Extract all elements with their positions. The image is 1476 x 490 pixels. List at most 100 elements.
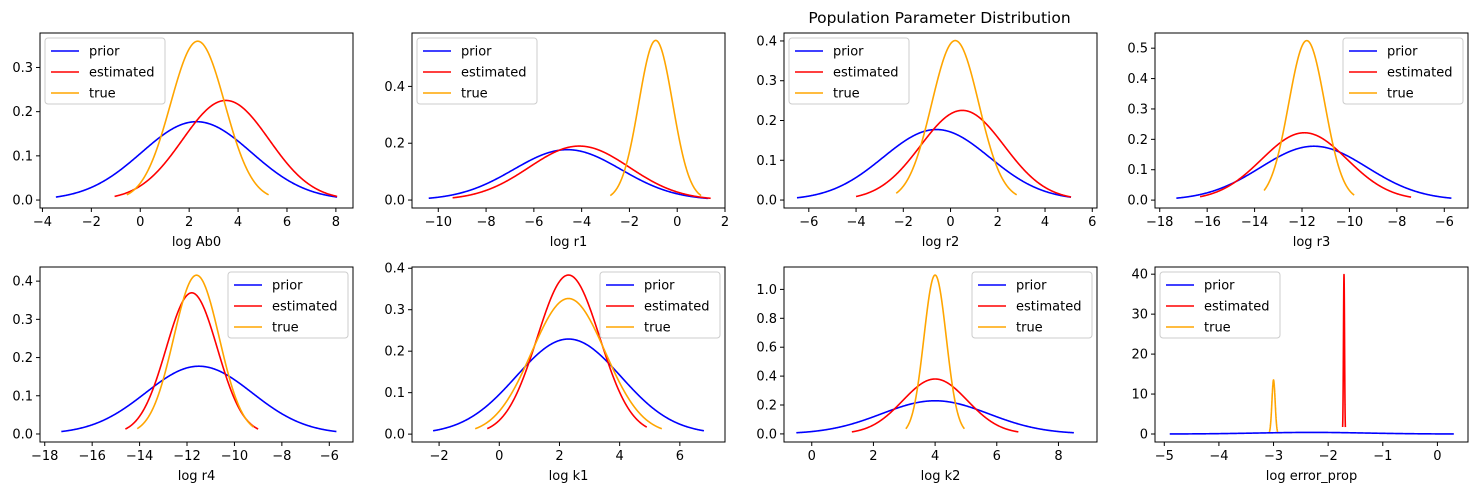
series-line-estimated [851, 378, 1019, 433]
legend-label-estimated: estimated [1387, 66, 1452, 81]
y-tick-label: 0.2 [384, 137, 405, 152]
series-line-prior [796, 399, 1075, 434]
legend-label-estimated: estimated [644, 300, 709, 315]
x-tick-label: −10 [1336, 215, 1363, 230]
series-line-estimated [1199, 131, 1412, 198]
x-tick-label: 4 [234, 215, 242, 230]
legend-label-estimated: estimated [1204, 300, 1269, 315]
legend: prior estimated true [788, 37, 910, 105]
series-line-true [474, 297, 663, 430]
series-line-prior [61, 365, 337, 433]
series-line-estimated [124, 292, 259, 430]
legend: prior estimated true [227, 271, 349, 339]
y-tick-label: 40 [1131, 268, 1148, 283]
y-tick-label: 0.3 [12, 61, 33, 76]
x-tick-label: −6 [524, 215, 543, 230]
x-tick-label: −5 [1155, 449, 1174, 464]
legend: prior estimated true [416, 37, 538, 105]
x-axis-label: log k1 [549, 469, 589, 484]
legend-label-prior: prior [1016, 279, 1047, 294]
axes-frame [411, 266, 726, 443]
series-line-true [1268, 379, 1279, 433]
subplot-grid: −4 −2 0 2 4 6 8 0.0 0.1 0.2 0.3 log Ab0 prior estimat… [12, 32, 1469, 484]
x-axis-label: log r4 [178, 469, 216, 484]
x-tick-label: 4 [616, 449, 624, 464]
legend-label-true: true [272, 321, 299, 336]
x-tick-label: −2 [1319, 449, 1338, 464]
x-axis-label: log k2 [921, 469, 961, 484]
x-tick-label: −3 [1264, 449, 1283, 464]
x-axis-label: log r3 [1293, 235, 1331, 250]
axes-frame [1154, 266, 1469, 443]
x-tick-label: −2 [894, 215, 913, 230]
y-tick-label: 0.0 [384, 194, 405, 209]
x-tick-label: 2 [185, 215, 193, 230]
x-tick-label: 2 [721, 215, 729, 230]
series-line-estimated [114, 99, 338, 198]
y-tick-label: 0.4 [384, 80, 405, 95]
y-tick-label: 0.4 [1127, 72, 1148, 87]
figure-title: Population Parameter Distribution [808, 9, 1070, 27]
x-tick-label: 2 [869, 449, 877, 464]
axes-frame [783, 32, 1098, 209]
y-tick-label: 0.0 [12, 194, 33, 209]
legend-label-true: true [1387, 87, 1414, 102]
y-tick-label: 0.2 [756, 114, 777, 129]
axes-frame [39, 266, 354, 443]
y-tick-label: 0.8 [756, 312, 777, 327]
y-tick-label: 0.1 [12, 149, 33, 164]
y-tick-label: 0.4 [384, 262, 405, 277]
series-line-true [136, 274, 255, 430]
x-tick-label: 0 [1433, 449, 1441, 464]
legend-label-true: true [644, 321, 671, 336]
x-tick-label: −2 [620, 215, 639, 230]
x-tick-label: −6 [1435, 215, 1454, 230]
legend-label-estimated: estimated [833, 66, 898, 81]
legend-label-prior: prior [1387, 45, 1418, 60]
x-tick-label: 6 [1088, 215, 1096, 230]
legend: prior estimated true [1159, 271, 1281, 339]
series-line-estimated [855, 109, 1072, 198]
legend-label-true: true [1016, 321, 1043, 336]
y-tick-label: 30 [1131, 308, 1148, 323]
x-axis-label: log r1 [550, 235, 588, 250]
x-tick-label: −6 [799, 215, 818, 230]
legend-label-estimated: estimated [1016, 300, 1081, 315]
x-tick-label: −2 [430, 449, 449, 464]
subplot-log-k1: −2 0 2 4 6 0.0 0.1 0.2 0.3 0.4 log k1 prior estimate… [384, 262, 726, 484]
y-tick-label: 0.1 [384, 386, 405, 401]
subplot-log-r4: −18 −16 −14 −12 −10 −8 −6 0.0 0.1 0.2 0.3 0.4 log r4… [12, 266, 354, 484]
y-tick-label: 0.1 [1127, 163, 1148, 178]
y-tick-label: 0.2 [12, 351, 33, 366]
series-line-estimated [452, 145, 712, 200]
x-tick-label: −4 [1209, 449, 1228, 464]
x-tick-label: 6 [283, 215, 291, 230]
y-tick-label: 0.4 [12, 275, 33, 290]
y-tick-label: 1.0 [756, 283, 777, 298]
x-tick-label: −6 [320, 449, 339, 464]
y-tick-label: 0.3 [12, 313, 33, 328]
legend-label-prior: prior [89, 45, 120, 60]
x-tick-label: −16 [1193, 215, 1220, 230]
x-tick-label: −12 [1288, 215, 1315, 230]
x-tick-label: −16 [78, 449, 105, 464]
x-tick-label: −18 [31, 449, 58, 464]
y-tick-label: 0.0 [756, 194, 777, 209]
y-tick-label: 0.2 [384, 345, 405, 360]
legend-label-estimated: estimated [89, 66, 154, 81]
x-tick-label: 6 [993, 449, 1001, 464]
x-tick-label: −10 [221, 449, 248, 464]
series-line-estimated [486, 274, 648, 430]
y-tick-label: 0.1 [756, 154, 777, 169]
x-tick-label: −2 [82, 215, 101, 230]
y-tick-label: 0.1 [12, 389, 33, 404]
y-tick-label: 0.0 [12, 427, 33, 442]
y-tick-label: 10 [1131, 388, 1148, 403]
legend: prior estimated true [1342, 37, 1464, 105]
y-tick-label: 20 [1131, 348, 1148, 363]
series-line-true [609, 39, 702, 197]
x-tick-label: −8 [476, 215, 495, 230]
x-tick-label: −14 [1241, 215, 1268, 230]
legend-label-estimated: estimated [461, 66, 526, 81]
